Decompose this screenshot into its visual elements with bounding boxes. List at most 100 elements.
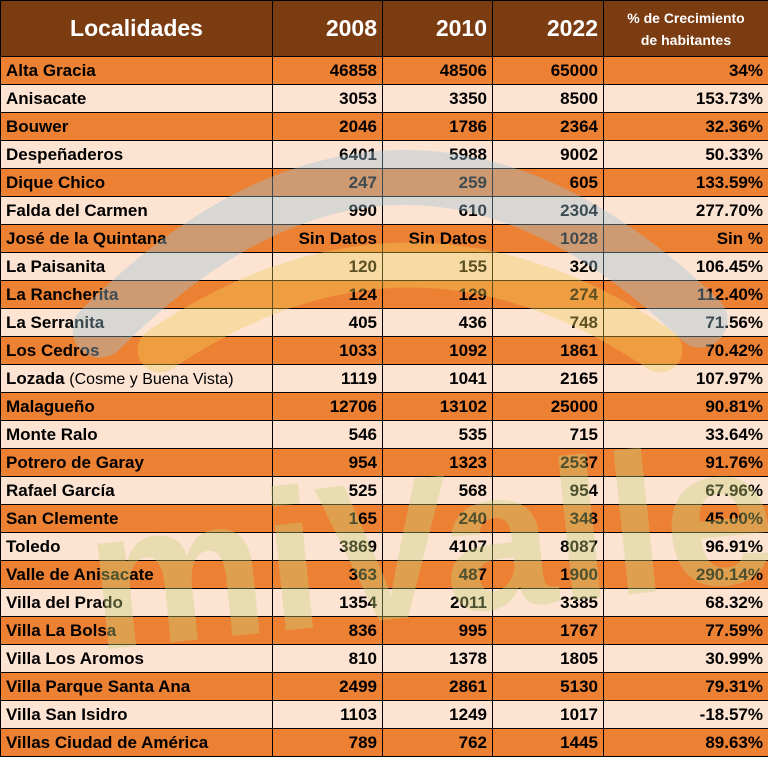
- localidad-cell: Falda del Carmen: [0, 196, 273, 225]
- table-body: Alta Gracia 46858 48506 65000 34% Anisacate 30…: [0, 56, 768, 757]
- value-2010: 1041: [382, 364, 493, 393]
- value-2022: 348: [492, 504, 604, 533]
- value-2010: 2011: [382, 588, 493, 617]
- localidad-name: La Paisanita: [6, 256, 106, 276]
- table-row: Villa La Bolsa 836 995 1767 77.59%: [0, 616, 768, 645]
- growth-percent: 67.96%: [603, 476, 768, 505]
- table-row: Anisacate 3053 3350 8500 153.73%: [0, 84, 768, 113]
- table-row: Villa del Prado 1354 2011 3385 68.32%: [0, 588, 768, 617]
- value-2010: 535: [382, 420, 493, 449]
- localidad-cell: Villa San Isidro: [0, 700, 273, 729]
- localidad-name: Bouwer: [6, 116, 69, 136]
- value-2022: 8500: [492, 84, 604, 113]
- localidad-name: Monte Ralo: [6, 424, 98, 444]
- value-2010: 4107: [382, 532, 493, 561]
- table-row: Villas Ciudad de América 789 762 1445 89.63%: [0, 728, 768, 757]
- localidad-cell: Bouwer: [0, 112, 273, 141]
- header-localidades: Localidades: [0, 0, 273, 57]
- value-2022: 8087: [492, 532, 604, 561]
- growth-percent: 30.99%: [603, 644, 768, 673]
- value-2008: 1119: [272, 364, 383, 393]
- growth-percent: 79.31%: [603, 672, 768, 701]
- localidad-name: Toledo: [6, 536, 61, 556]
- value-2008: 789: [272, 728, 383, 757]
- localidad-cell: Villa del Prado: [0, 588, 273, 617]
- value-2010: Sin Datos: [382, 224, 493, 253]
- value-2022: 3385: [492, 588, 604, 617]
- growth-percent: 106.45%: [603, 252, 768, 281]
- value-2010: 1323: [382, 448, 493, 477]
- value-2010: 1249: [382, 700, 493, 729]
- value-2008: 1033: [272, 336, 383, 365]
- table-row: La Serranita 405 436 748 71.56%: [0, 308, 768, 337]
- value-2022: 25000: [492, 392, 604, 421]
- value-2022: 2537: [492, 448, 604, 477]
- localidad-name: Villa Los Aromos: [6, 648, 144, 668]
- value-2010: 240: [382, 504, 493, 533]
- table-row: Dique Chico 247 259 605 133.59%: [0, 168, 768, 197]
- value-2008: 46858: [272, 56, 383, 85]
- value-2010: 1092: [382, 336, 493, 365]
- value-2008: 546: [272, 420, 383, 449]
- localidad-name: Los Cedros: [6, 340, 100, 360]
- localidad-name: Villas Ciudad de América: [6, 732, 209, 752]
- localidad-name: Lozada: [6, 368, 65, 388]
- localidad-name: La Serranita: [6, 312, 105, 332]
- value-2010: 762: [382, 728, 493, 757]
- localidad-name: Anisacate: [6, 88, 87, 108]
- localidad-cell: Villa Parque Santa Ana: [0, 672, 273, 701]
- table-row: San Clemente 165 240 348 45.00%: [0, 504, 768, 533]
- table-row: Lozada (Cosme y Buena Vista) 1119 1041 2165…: [0, 364, 768, 393]
- localidad-cell: Los Cedros: [0, 336, 273, 365]
- value-2010: 1378: [382, 644, 493, 673]
- value-2008: 6401: [272, 140, 383, 169]
- localidad-cell: Valle de Anisacate: [0, 560, 273, 589]
- value-2022: 2364: [492, 112, 604, 141]
- value-2010: 1786: [382, 112, 493, 141]
- growth-percent: 68.32%: [603, 588, 768, 617]
- localidad-note: (Cosme y Buena Vista): [69, 370, 234, 388]
- value-2022: 320: [492, 252, 604, 281]
- table-row: Malagueño 12706 13102 25000 90.81%: [0, 392, 768, 421]
- value-2022: 748: [492, 308, 604, 337]
- table-row: Potrero de Garay 954 1323 2537 91.76%: [0, 448, 768, 477]
- value-2022: 2304: [492, 196, 604, 225]
- table-row: Monte Ralo 546 535 715 33.64%: [0, 420, 768, 449]
- localidad-name: Villa La Bolsa: [6, 620, 117, 640]
- localidad-name: Malagueño: [6, 396, 95, 416]
- table-row: Falda del Carmen 990 610 2304 277.70%: [0, 196, 768, 225]
- header-2010: 2010: [382, 0, 493, 57]
- value-2008: 12706: [272, 392, 383, 421]
- growth-percent: 107.97%: [603, 364, 768, 393]
- growth-percent: 32.36%: [603, 112, 768, 141]
- value-2010: 436: [382, 308, 493, 337]
- localidad-cell: La Paisanita: [0, 252, 273, 281]
- value-2008: 363: [272, 560, 383, 589]
- localidad-name: Alta Gracia: [6, 60, 96, 80]
- localidad-name: San Clemente: [6, 508, 119, 528]
- value-2022: 2165: [492, 364, 604, 393]
- table-row: José de la Quintana Sin Datos Sin Datos 102…: [0, 224, 768, 253]
- value-2008: 124: [272, 280, 383, 309]
- value-2008: 247: [272, 168, 383, 197]
- growth-percent: 277.70%: [603, 196, 768, 225]
- value-2008: 836: [272, 616, 383, 645]
- value-2010: 568: [382, 476, 493, 505]
- table-row: La Paisanita 120 155 320 106.45%: [0, 252, 768, 281]
- value-2022: 1767: [492, 616, 604, 645]
- value-2010: 155: [382, 252, 493, 281]
- table-row: Rafael García 525 568 954 67.96%: [0, 476, 768, 505]
- localidad-name: Despeñaderos: [6, 144, 124, 164]
- localidad-name: Potrero de Garay: [6, 452, 144, 472]
- localidad-cell: Alta Gracia: [0, 56, 273, 85]
- value-2008: 2499: [272, 672, 383, 701]
- value-2008: 120: [272, 252, 383, 281]
- growth-percent: Sin %: [603, 224, 768, 253]
- localidad-name: Villa San Isidro: [6, 704, 128, 724]
- value-2010: 995: [382, 616, 493, 645]
- table-row: Villa San Isidro 1103 1249 1017 -18.57%: [0, 700, 768, 729]
- value-2008: 990: [272, 196, 383, 225]
- localidad-name: Rafael García: [6, 480, 115, 500]
- growth-percent: 45.00%: [603, 504, 768, 533]
- value-2008: Sin Datos: [272, 224, 383, 253]
